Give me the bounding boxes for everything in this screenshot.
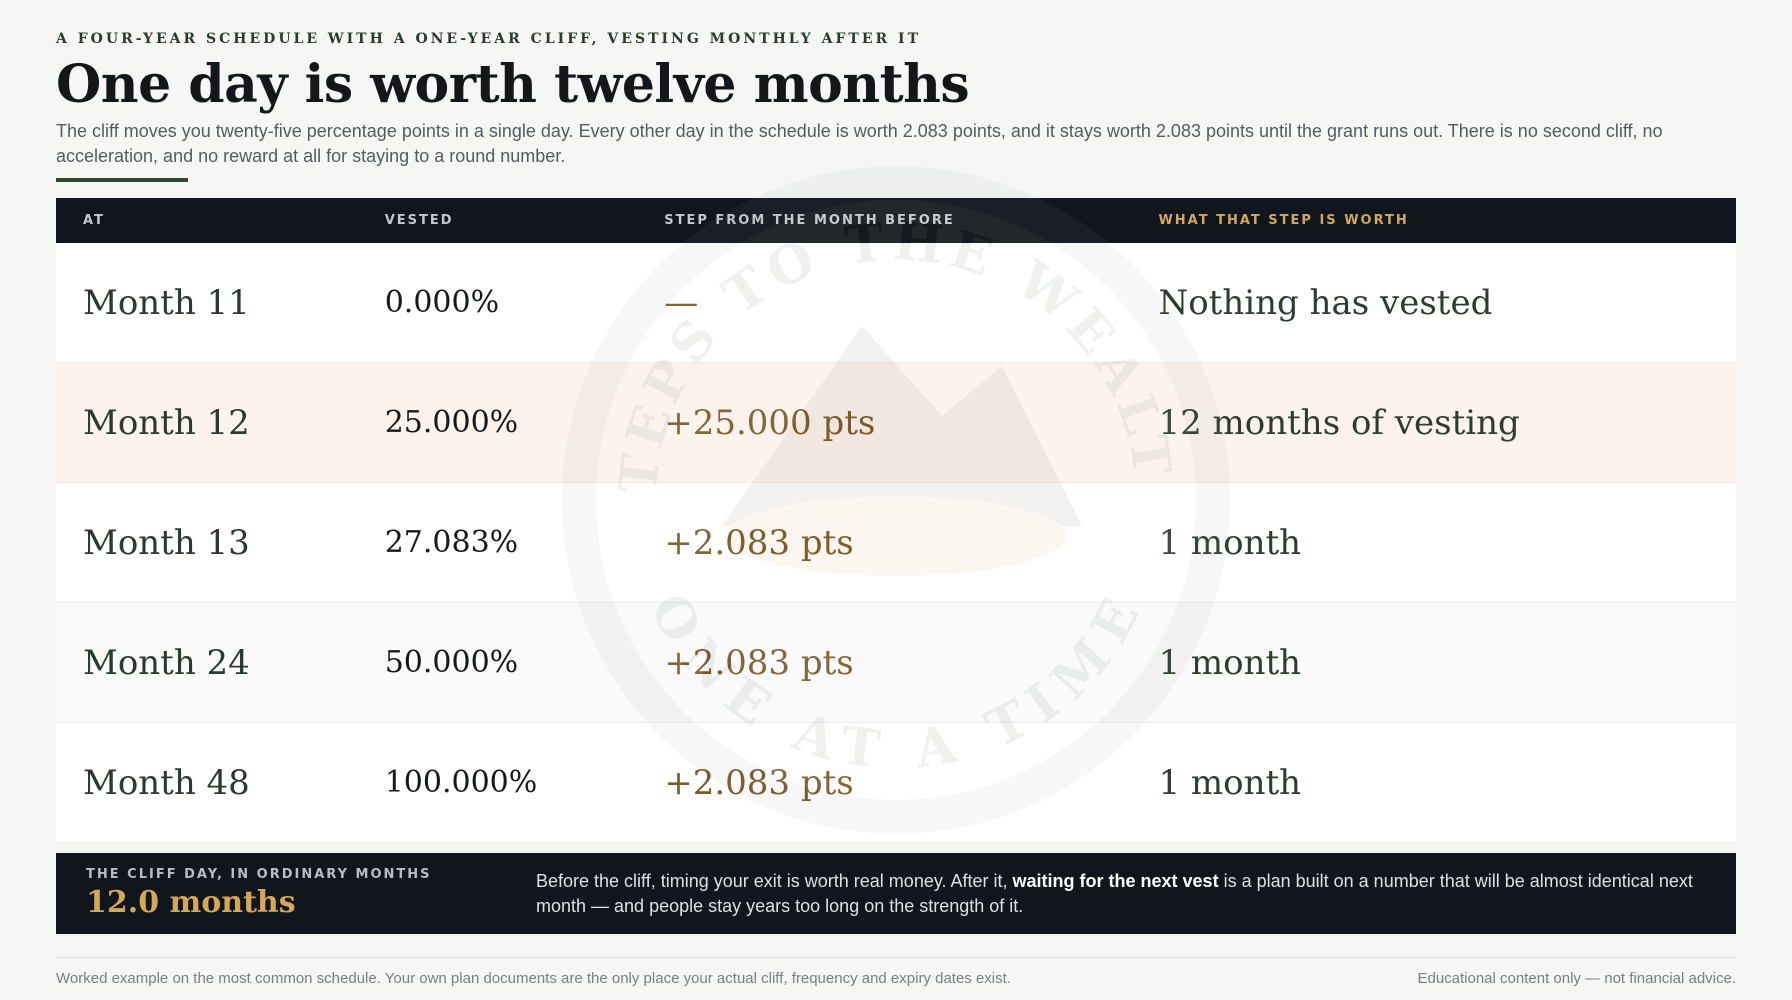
- accent-rule: [56, 178, 188, 182]
- table-cell: Nothing has vested: [1131, 243, 1736, 363]
- table-cell: +2.083 pts: [637, 482, 1132, 603]
- table-row: Month 13 27.083% +2.083 pts 1 month: [56, 482, 1736, 603]
- column-header: VESTED: [357, 198, 638, 243]
- callout-text: Before the cliff, timing your exit is wo…: [536, 869, 1706, 919]
- callout-value: 12.0 months: [86, 885, 296, 920]
- table-cell: —: [637, 243, 1132, 363]
- column-header: WHAT THAT STEP IS WORTH: [1131, 198, 1736, 243]
- emphasis: waiting for the next vest: [1012, 871, 1219, 891]
- callout: THE CLIFF DAY, IN ORDINARY MONTHS 12.0 m…: [56, 853, 1736, 934]
- vesting-table: AT VESTED STEP FROM THE MONTH BEFORE WHAT T…: [56, 198, 1736, 843]
- table-cell: 1 month: [1131, 602, 1736, 723]
- footer-note: Worked example on the most common schedu…: [56, 970, 1011, 987]
- table-cell: 27.083%: [357, 482, 638, 603]
- table-row: Month 48 100.000% +2.083 pts 1 month: [56, 722, 1736, 843]
- table-cell: 25.000%: [357, 362, 638, 483]
- text: is a plan built on a number that will be…: [536, 871, 1693, 916]
- table-cell: Month 11: [56, 243, 358, 363]
- table-row: Month 12 25.000% +25.000 pts 12 months of v…: [56, 362, 1736, 483]
- header-row: AT VESTED STEP FROM THE MONTH BEFORE WHAT T…: [56, 198, 1736, 243]
- table-row: Month 11 0.000% — Nothing has vested: [56, 243, 1736, 363]
- table-cell: 1 month: [1131, 482, 1736, 603]
- table-cell: 1 month: [1131, 722, 1736, 843]
- disclaimer: Educational content only — not financial…: [1417, 970, 1736, 987]
- column-header: STEP FROM THE MONTH BEFORE: [637, 198, 1132, 243]
- table-cell: +2.083 pts: [637, 722, 1132, 843]
- footer-rule: [56, 957, 1736, 958]
- table-cell: 100.000%: [357, 722, 638, 843]
- table-cell: Month 12: [56, 362, 358, 483]
- callout-label: THE CLIFF DAY, IN ORDINARY MONTHS: [86, 867, 432, 882]
- table-cell: Month 24: [56, 602, 358, 723]
- column-header: AT: [56, 198, 358, 243]
- table-cell: Month 13: [56, 482, 358, 603]
- title: One day is worth twelve months: [56, 54, 970, 115]
- table-cell: +25.000 pts: [637, 362, 1132, 483]
- table-cell: 0.000%: [357, 243, 638, 363]
- eyebrow: A FOUR-YEAR SCHEDULE WITH A ONE-YEAR CLI…: [56, 31, 921, 47]
- table-row: Month 24 50.000% +2.083 pts 1 month: [56, 602, 1736, 723]
- table-cell: Month 48: [56, 722, 358, 843]
- table-cell: +2.083 pts: [637, 602, 1132, 723]
- intro: The cliff moves you twenty-five percenta…: [56, 121, 1663, 166]
- table-cell: 50.000%: [357, 602, 638, 723]
- text: Before the cliff, timing your exit is wo…: [536, 871, 1013, 891]
- table-cell: 12 months of vesting: [1131, 362, 1736, 483]
